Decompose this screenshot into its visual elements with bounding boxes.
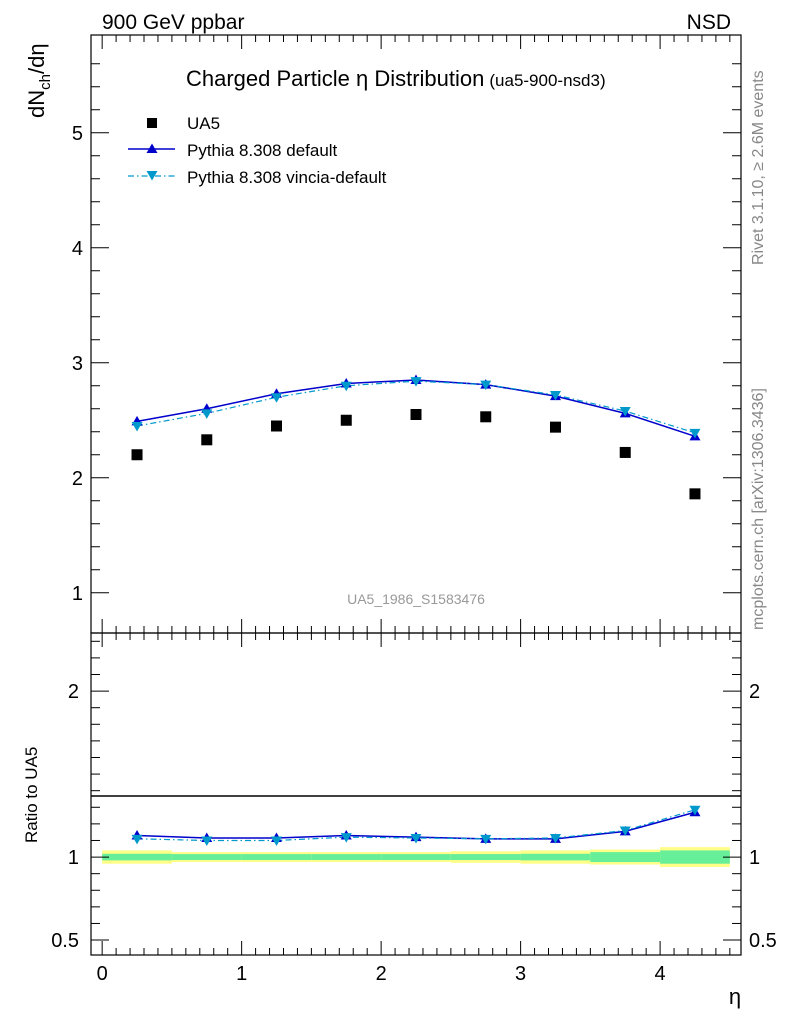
x-axis-label: η — [729, 984, 741, 1009]
ratio-x-ticks: 0 1 2 3 4 — [97, 633, 731, 985]
ratio-y-tick-label-right: 1 — [749, 847, 760, 869]
chart-title-tag: (ua5-900-nsd3) — [489, 71, 605, 90]
ratio-bands — [102, 847, 730, 868]
pythia-vincia-line — [136, 380, 696, 434]
legend-default-marker — [146, 143, 158, 153]
ratio-band-inner — [590, 852, 661, 863]
ua5-data-point — [480, 411, 492, 423]
ua5-data-point — [271, 420, 283, 432]
ratio-ylabel: Ratio to UA5 — [22, 747, 41, 843]
main-y-tick-label: 4 — [72, 238, 83, 260]
legend-ua5-label: UA5 — [187, 114, 220, 133]
ua5-data-point — [131, 449, 143, 461]
analysis-id: UA5_1986_S1583476 — [347, 591, 485, 607]
legend-vincia-marker — [146, 171, 158, 181]
ua5-data-point — [410, 409, 422, 420]
main-panel: 1 2 3 4 5 dNch/dη Charged Particle η Distrib… — [24, 34, 742, 634]
pythia-vincia-point — [619, 407, 631, 417]
ratio-x-tick-label: 0 — [97, 963, 108, 985]
process-label: NSD — [687, 11, 731, 34]
ratio-band-inner — [102, 853, 172, 861]
ratio-x-tick-label: 3 — [515, 963, 526, 985]
ua5-data-point — [549, 421, 561, 433]
main-y-ticks: 1 2 3 4 5 — [72, 63, 741, 605]
ua5-data-point — [201, 434, 213, 446]
ratio-vincia-point — [549, 833, 561, 844]
ratio-y-tick-label-left: 1 — [68, 847, 79, 869]
main-ylabel: dNch/dη — [24, 43, 54, 118]
main-y-tick-label: 5 — [72, 123, 83, 145]
energy-label: 900 GeV ppbar — [102, 11, 244, 34]
legend-vincia-label: Pythia 8.308 vincia-default — [187, 168, 387, 187]
main-y-tick-label: 1 — [72, 583, 83, 605]
ratio-vincia-point — [410, 833, 422, 844]
ratio-x-tick-label: 4 — [655, 963, 666, 985]
rivet-label: Rivet 3.1.10, ≥ 2.6M events — [750, 70, 767, 265]
chart-title: Charged Particle η Distribution (ua5-900-… — [186, 66, 606, 91]
ratio-band-inner — [171, 854, 242, 861]
ratio-y-tick-label-left: 2 — [68, 681, 79, 703]
ratio-vincia-point — [480, 834, 492, 845]
pythia-vincia-point — [689, 428, 701, 439]
chart-title-text: Charged Particle η Distribution — [186, 66, 484, 91]
ratio-y-tick-label-right: 0.5 — [749, 930, 777, 952]
ratio-band-inner — [450, 854, 521, 861]
ratio-vincia-point — [340, 833, 352, 843]
ratio-y-ticks: 0.5 0.5 1 1 2 2 — [51, 640, 777, 952]
ratio-x-tick-label: 1 — [236, 963, 247, 985]
ratio-x-tick-label: 2 — [376, 963, 387, 985]
pythia-vincia-point — [131, 422, 143, 432]
legend-ua5-marker — [147, 118, 157, 128]
pythia-vincia-point — [271, 393, 283, 403]
legend-default-label: Pythia 8.308 default — [187, 141, 338, 160]
ratio-vincia-point — [271, 836, 283, 846]
ratio-vincia-point — [131, 834, 143, 845]
ratio-series — [131, 805, 701, 846]
pythia-vincia-point — [480, 380, 492, 391]
main-y-tick-label: 2 — [72, 468, 83, 490]
ratio-frame — [90, 632, 742, 956]
ratio-y-tick-label-left: 0.5 — [51, 930, 79, 952]
ua5-data-point — [689, 488, 701, 500]
main-x-ticks — [101, 35, 731, 633]
ratio-y-tick-label-right: 2 — [749, 681, 760, 703]
main-series — [131, 374, 701, 500]
pythia-vincia-point — [201, 409, 213, 419]
ratio-vincia-point — [201, 836, 213, 846]
mcplots-label: mcplots.cern.ch [arXiv:1306.3436] — [750, 388, 767, 630]
ratio-band-inner — [311, 854, 382, 861]
ratio-vincia-point — [619, 826, 631, 837]
ratio-band-inner — [660, 850, 730, 864]
ratio-band-inner — [241, 854, 312, 861]
pythia-default-line — [136, 379, 696, 438]
ua5-data-point — [340, 414, 352, 426]
ratio-vincia-point — [689, 805, 701, 816]
pythia-vincia-point — [340, 381, 352, 392]
ua5-data-point — [619, 446, 631, 458]
ratio-panel: 0.5 0.5 1 1 2 2 0 1 2 3 4 Ratio to UA5 η — [22, 632, 777, 1009]
ratio-band-inner — [381, 854, 451, 861]
ratio-band-inner — [520, 853, 591, 861]
pythia-vincia-point — [410, 377, 422, 387]
pythia-vincia-point — [549, 390, 561, 401]
legend: UA5 Pythia 8.308 default Pythia 8.308 vi… — [128, 114, 387, 187]
main-y-tick-label: 3 — [72, 353, 83, 375]
